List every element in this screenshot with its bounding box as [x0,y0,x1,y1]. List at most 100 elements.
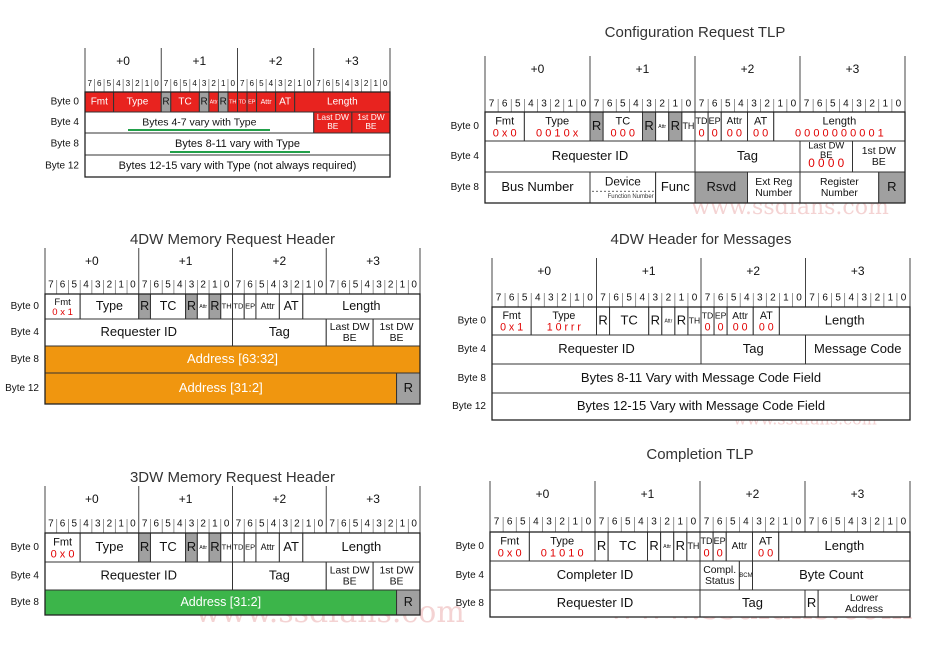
field-name: Func [661,179,690,194]
row-label: Byte 8 [456,598,485,609]
field-cell [799,171,880,204]
field-name: Bytes 8-11 vary with Type [175,138,300,150]
field-name: Rsvd [706,179,736,194]
field-name: Type [545,115,569,127]
field-cell [602,111,643,142]
bit-label: 0 [318,280,324,291]
bit-label: 1 [373,79,378,88]
row-label: Byte 8 [11,354,40,365]
field-name: AT [284,299,299,313]
field-name: R [220,97,227,108]
field-cell [752,531,780,562]
bit-label: 0 [901,517,907,528]
field-name: Last DW BE [330,565,370,587]
byte-offset: +3 [851,264,865,278]
field-cell [44,372,398,405]
bit-label: 0 [411,519,417,530]
field-name: 1st DW BE [380,322,414,344]
bit-label: 6 [718,293,724,304]
byte-offset: +1 [179,492,193,506]
field-name: Length [825,312,865,327]
bit-label: 5 [353,519,359,530]
field-value: 0 [698,127,704,139]
field-name: TD [702,311,714,321]
bit-label: 1 [883,99,889,110]
bit-label: 6 [97,79,102,88]
field-value: 0 0 [759,322,774,334]
field-value: 0 0 0 0 0 0 0 0 0 1 [795,127,884,139]
row-label: Byte 4 [11,327,40,338]
field-cell [609,306,650,336]
field-cell [655,171,696,204]
byte-offset: +0 [116,54,130,68]
bit-label: 1 [118,519,124,530]
panel-title: 3DW Memory Request Header [130,469,335,486]
bit-label: 7 [142,519,148,530]
bit-label: 0 [581,99,587,110]
field-cell [530,306,597,336]
field-name: TD [233,301,244,310]
field-value: 0 1 0 1 0 [541,547,584,559]
bit-label: 1 [118,280,124,291]
bit-label: 0 [411,280,417,291]
row-label: Byte 0 [11,301,40,312]
bit-label: 6 [822,293,828,304]
byte-offset: +0 [85,254,99,268]
field-name: Last DW BE [317,112,349,131]
bit-label: 5 [835,293,841,304]
panel-title: 4DW Header for Messages [611,231,792,248]
grid-outline [44,532,421,616]
byte-offset: +1 [636,62,650,76]
field-name: Attr [663,544,671,550]
bit-label: 3 [856,99,862,110]
field-name: R [807,595,816,610]
field-cell [491,363,911,394]
grid-outline [489,531,911,618]
bit-label: 3 [651,517,657,528]
field-name: Type [552,310,575,322]
bit-label: 5 [620,99,626,110]
byte-offset: +3 [846,62,860,76]
field-name: TC [619,538,636,553]
bit-label: 2 [135,79,140,88]
bit-label: 2 [288,79,293,88]
bit-label: 2 [211,79,216,88]
bit-label: 6 [612,517,618,528]
bit-label: 7 [809,517,815,528]
field-name: EP [245,301,255,310]
field-name: Attr [732,311,748,322]
field-name: EP [245,542,255,551]
field-cell [852,140,906,173]
field-name: Fmt [502,310,520,322]
row-label: Byte 4 [451,151,480,162]
bit-label: 4 [528,99,534,110]
bit-label: 2 [388,519,394,530]
field-cell [44,345,421,374]
field-name: Tag [269,567,290,582]
byte-offset: +1 [179,254,193,268]
field-name: Ext Reg Number [755,177,792,199]
field-name: Type [95,539,123,554]
bit-label: 3 [757,293,763,304]
field-note: Function Number with ARI [608,194,678,200]
field-name: TD [696,116,709,126]
bit-label: 3 [354,79,359,88]
field-name: Last DW BE [808,140,844,161]
field-value: 0 0 0 [611,127,636,139]
byte-offset: +0 [536,487,550,501]
field-name: Address [63:32] [187,351,278,366]
bit-label: 5 [107,79,112,88]
bit-label: 5 [353,280,359,291]
bit-label: 3 [546,517,552,528]
bit-label: 5 [725,99,731,110]
field-cell [44,589,398,616]
panel-title: 4DW Memory Request Header [130,231,335,248]
bit-label: 3 [541,99,547,110]
field-name: EP [714,536,726,546]
field-cell [491,392,911,421]
field-name: TC [160,299,177,313]
field-cell [778,531,911,562]
field-value: 0 [718,322,724,334]
bit-label: 7 [236,519,242,530]
bit-label: 7 [142,280,148,291]
